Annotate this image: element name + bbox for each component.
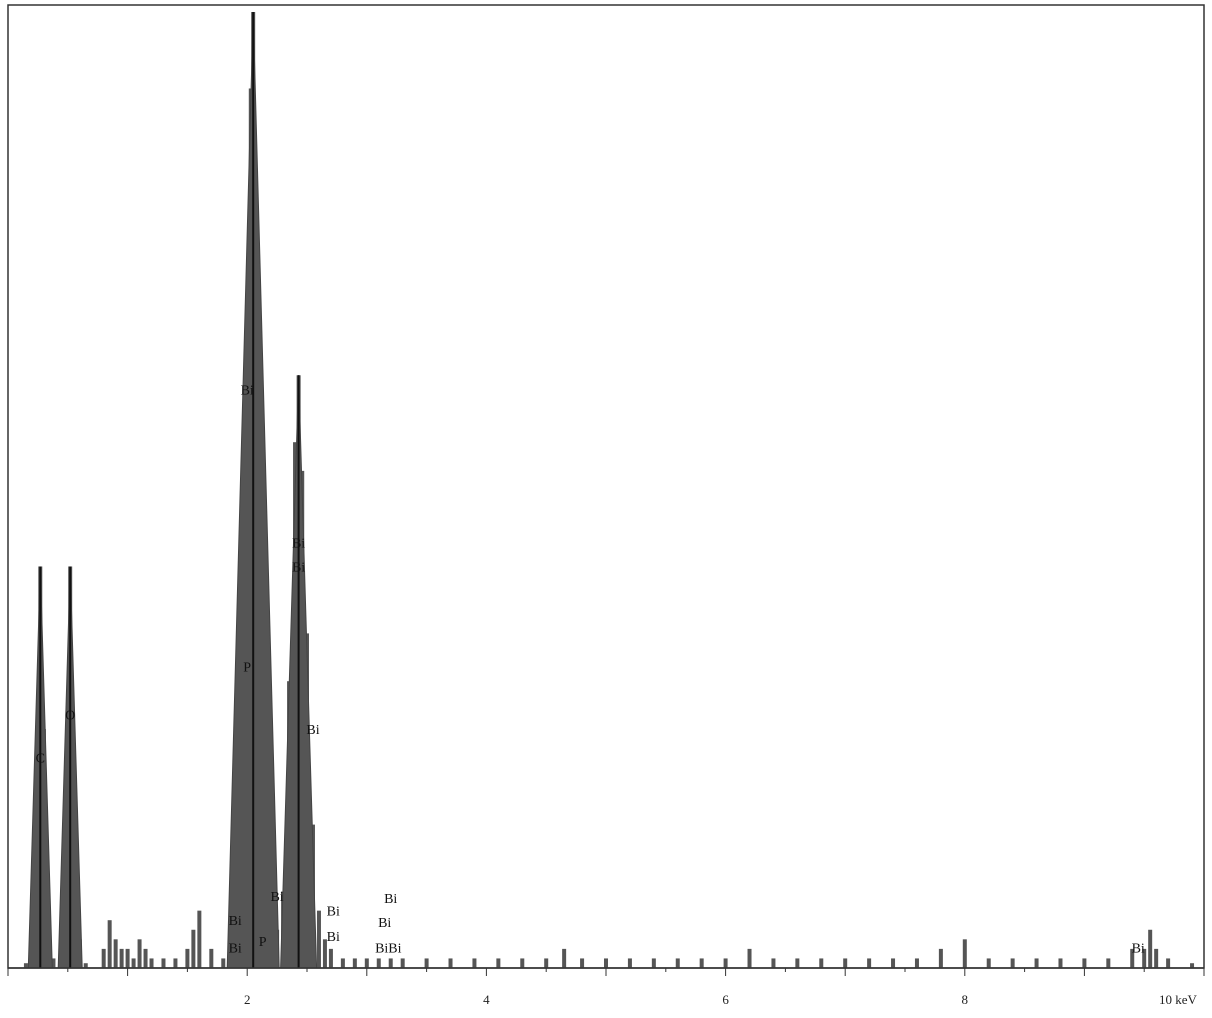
spectrum-bar [113,939,118,968]
spectrum-bar [221,958,226,968]
spectrum-bar [101,948,106,968]
spectrum-bar [316,910,321,968]
spectrum-bar [119,948,124,968]
element-label: Bi [1132,942,1145,957]
spectrum-bar [914,958,919,968]
spectrum-bar [197,910,202,968]
spectrum-bar [107,920,112,968]
spectrum-bar [322,939,327,968]
spectrum-bar [1166,958,1171,968]
spectrum-bar [352,958,357,968]
element-label: Bi [292,536,305,551]
peak-lines [27,11,318,969]
spectrum-bar [651,958,656,968]
spectrum-bar [544,958,549,968]
spectrum-bar [472,958,477,968]
element-label: P [243,661,251,676]
spectrum-bar [149,958,154,968]
spectrum-bar [131,958,136,968]
spectrum-bar [83,963,88,968]
element-label: C [36,752,45,767]
spectrum-bar [843,958,848,968]
element-label: Bi [378,916,391,931]
spectrum-bar [173,958,178,968]
spectrum-bar [1142,948,1147,968]
spectrum-bar [962,939,967,968]
element-label: Bi [292,560,305,575]
spectrum-bar [1106,958,1111,968]
spectrum-bar [580,958,585,968]
spectrum-bar [867,958,872,968]
spectrum-bar [496,958,501,968]
element-label: Bi [241,383,254,398]
spectrum-bar [771,958,776,968]
plot-frame [7,4,1205,969]
spectrum-bar [161,958,166,968]
spectrum-bar [1058,958,1063,968]
spectrum-bar [137,939,142,968]
element-label: P [259,935,267,950]
spectrum-bar [448,958,453,968]
spectrum-bar [819,958,824,968]
element-label: Bi [306,723,319,738]
spectrum-bar [364,958,369,968]
spectrum-bar [328,948,333,968]
spectrum-bar [388,958,393,968]
spectrum-bar [604,958,608,968]
x-tick-label: 2 [244,992,251,1007]
spectrum-bar [891,958,896,968]
element-label: Bi [229,942,242,957]
spectrum-bar [1034,958,1039,968]
element-label: Bi [327,904,340,919]
spectrum-bar [191,929,196,968]
spectrum-bar [747,948,752,968]
x-tick-label: 6 [722,992,729,1007]
spectrum-bar [1154,948,1159,968]
spectrum-bar [340,958,345,968]
spectrum-bar [1190,963,1195,968]
spectrum-bar [185,948,190,968]
spectrum-bar [723,958,728,968]
spectrum-bar [986,958,991,968]
spectrum-bar [209,948,214,968]
spectrum-bar [795,958,800,968]
spectrum-bar [424,958,429,968]
spectrum-bar [376,958,381,968]
spectrum-bar [520,958,525,968]
spectrum-bar [400,958,405,968]
spectrum-bar [699,958,704,968]
x-tick-label: 8 [962,992,969,1007]
spectrum-bar [938,948,943,968]
element-label: Bi [384,892,397,907]
spectrum-bar [1130,948,1135,968]
spectrum-bar [1082,958,1087,968]
spectrum-bar [1010,958,1015,968]
spectrum-bar [562,948,567,968]
spectrum-bar [1148,929,1153,968]
x-tick-label: 10 keV [1159,992,1198,1007]
spectrum-bar [23,963,28,968]
x-tick-label: 4 [483,992,490,1007]
element-label: BiBi [375,942,402,957]
element-label: Bi [229,914,242,929]
spectrum-bar [627,958,632,968]
spectrum-bar [143,948,148,968]
spectrum-bar [125,948,130,968]
element-label: Bi [270,890,283,905]
x-axis-ticks: 2 4 6 8 10 keV [7,968,1205,1007]
element-label: Bi [327,930,340,945]
spectrum-bar [675,958,680,968]
spectrum-bar [51,958,56,968]
element-label: O [65,708,75,723]
